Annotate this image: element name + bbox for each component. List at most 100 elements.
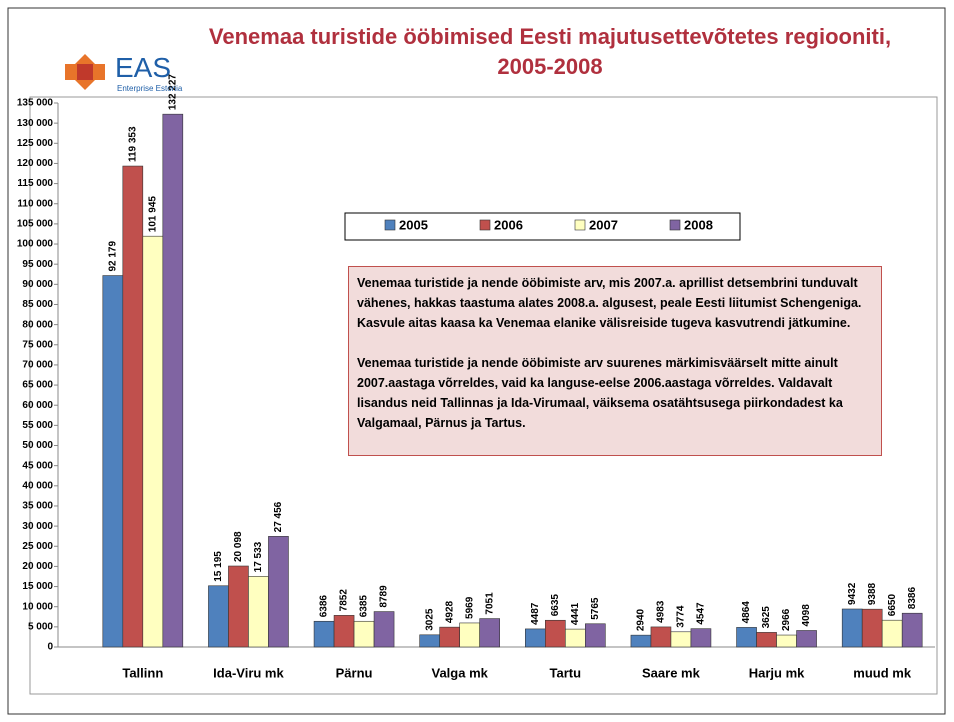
x-tick-label: Pärnu (336, 665, 373, 680)
x-tick-label: Tallinn (122, 665, 163, 680)
x-tick-label: Valga mk (432, 665, 489, 680)
x-tick-label: muud mk (853, 665, 912, 680)
y-tick-label: 5 000 (28, 621, 53, 632)
bar (373, 611, 395, 648)
legend-swatch (384, 219, 396, 231)
x-tick-label: Tartu (550, 665, 582, 680)
bar (901, 612, 923, 648)
y-tick-label: 80 000 (22, 319, 53, 330)
value-label: 8789 (379, 585, 390, 608)
y-tick-label: 50 000 (22, 440, 53, 451)
bar (881, 619, 903, 648)
value-label: 2940 (636, 608, 647, 631)
bar (268, 536, 289, 648)
bar (565, 628, 586, 648)
y-tick-label: 115 000 (17, 178, 53, 189)
value-label: 4983 (656, 600, 667, 623)
y-tick-label: 110 000 (17, 198, 53, 209)
bar (419, 634, 440, 648)
logo-name: EAS (115, 52, 172, 83)
value-label: 6385 (359, 595, 370, 618)
bar (479, 618, 500, 648)
bar (142, 235, 164, 648)
bar (796, 630, 817, 648)
value-label: 119 353 (127, 126, 138, 162)
y-tick-label: 15 000 (22, 581, 53, 592)
bar (585, 623, 606, 648)
legend-label: 2007 (589, 217, 618, 232)
y-tick-label: 125 000 (17, 138, 54, 149)
annotation: Venemaa turistide ja nende ööbimiste arv… (357, 356, 843, 430)
y-tick-label: 55 000 (22, 420, 53, 431)
y-tick-label: 95 000 (22, 259, 53, 270)
value-label: 9388 (867, 582, 878, 605)
y-tick-label: 65 000 (22, 380, 53, 391)
annotation-box: Venemaa turistide ja nende ööbimiste arv… (348, 266, 882, 456)
value-label: 6386 (319, 595, 330, 618)
y-tick-label: 130 000 (17, 118, 54, 129)
bar (756, 632, 777, 648)
bar (439, 626, 460, 648)
y-tick-label: 100 000 (17, 239, 54, 250)
value-label: 7051 (484, 592, 495, 615)
value-label: 7852 (339, 589, 350, 612)
bar (670, 631, 692, 648)
value-label: 6635 (550, 594, 561, 617)
value-label: 4441 (570, 602, 581, 625)
value-label: 15 195 (213, 551, 224, 582)
value-label: 5765 (590, 597, 601, 620)
bar (736, 627, 757, 648)
legend-swatch (574, 219, 586, 231)
y-tick-label: 30 000 (22, 521, 53, 532)
y-tick-label: 135 000 (17, 98, 54, 109)
slide-frame (7, 7, 946, 715)
value-label: 2966 (781, 608, 792, 631)
legend-label: 2006 (494, 217, 523, 232)
annotation: Venemaa turistide ja nende ööbimiste arv… (357, 276, 862, 330)
bar (248, 576, 269, 648)
value-label: 92 179 (107, 241, 118, 272)
value-label: 3625 (761, 606, 772, 629)
value-label: 17 533 (253, 541, 264, 572)
bar (333, 615, 355, 648)
value-label: 4547 (696, 602, 707, 625)
legend-swatch (669, 219, 681, 231)
value-label: 3774 (676, 605, 687, 628)
bar (776, 634, 797, 648)
bar (650, 626, 672, 648)
bar (545, 619, 566, 648)
value-label: 4098 (801, 604, 812, 627)
y-tick-label: 60 000 (22, 400, 53, 411)
chart-frame (29, 96, 938, 695)
value-label: 9432 (847, 582, 858, 605)
bar (122, 165, 144, 648)
bar (459, 622, 480, 648)
y-tick-label: 10 000 (22, 601, 53, 612)
y-tick-label: 90 000 (22, 279, 53, 290)
bar (162, 113, 184, 648)
y-tick-label: 120 000 (17, 158, 54, 169)
x-tick-label: Saare mk (642, 665, 701, 680)
bar (353, 620, 375, 648)
legend-swatch (479, 219, 491, 231)
y-tick-label: 35 000 (22, 501, 53, 512)
value-label: 4487 (530, 602, 541, 625)
bar (690, 628, 712, 648)
value-label: 4864 (741, 601, 752, 624)
x-tick-label: Ida-Viru mk (213, 665, 284, 680)
value-label: 3025 (424, 608, 435, 631)
bar (841, 608, 863, 648)
logo-subtitle: Enterprise Estonia (117, 84, 183, 93)
bar (208, 585, 229, 648)
y-tick-label: 105 000 (17, 219, 54, 230)
bar (525, 628, 546, 648)
y-tick-label: 20 000 (22, 561, 53, 572)
y-tick-label: 40 000 (22, 480, 53, 491)
y-tick-label: 70 000 (22, 360, 53, 371)
bar (861, 608, 883, 648)
value-label: 101 945 (147, 196, 158, 233)
bar (630, 634, 652, 648)
y-tick-label: 85 000 (22, 299, 53, 310)
bar (102, 275, 124, 648)
